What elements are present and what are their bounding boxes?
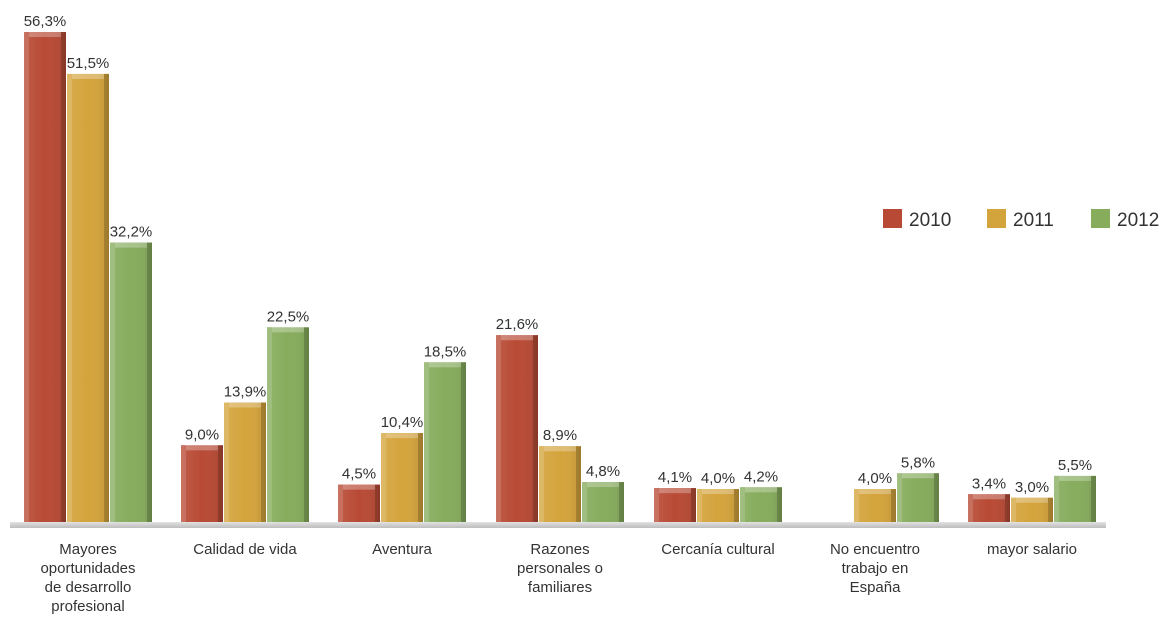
bar-2012-6 bbox=[1054, 475, 1096, 524]
bar-2011-5 bbox=[854, 489, 896, 524]
data-label-2011-3: 8,9% bbox=[543, 427, 577, 444]
legend-label-2012: 2012 bbox=[1117, 210, 1159, 231]
legend-swatch-2010 bbox=[883, 209, 902, 228]
chart-floor bbox=[10, 522, 1106, 528]
legend-label-2010: 2010 bbox=[909, 210, 951, 231]
bar-2012-1 bbox=[267, 327, 309, 524]
category-label-1: Calidad de vida bbox=[193, 541, 297, 558]
legend-item-2011: 2011 bbox=[987, 209, 1054, 231]
bar-2012-0 bbox=[110, 242, 152, 524]
bar-2012-4 bbox=[740, 487, 782, 524]
bar-2010-4 bbox=[654, 488, 696, 524]
category-label-5: No encuentro trabajo en España bbox=[830, 541, 920, 596]
data-label-2012-1: 22,5% bbox=[267, 308, 310, 325]
bar-2012-5 bbox=[897, 473, 939, 524]
legend-item-2012: 2012 bbox=[1091, 209, 1159, 231]
data-label-2010-3: 21,6% bbox=[496, 316, 539, 333]
data-label-2011-0: 51,5% bbox=[67, 55, 110, 72]
bar-2010-6 bbox=[968, 494, 1010, 524]
bar-2010-1 bbox=[181, 445, 223, 524]
category-label-2: Aventura bbox=[372, 541, 432, 558]
data-label-2010-4: 4,1% bbox=[658, 469, 692, 486]
data-label-2010-0: 56,3% bbox=[24, 13, 67, 30]
category-label-0: Mayores oportunidades de desarrollo profesi… bbox=[40, 541, 135, 615]
bar-2012-3 bbox=[582, 482, 624, 524]
legend-swatch-2011 bbox=[987, 209, 1006, 228]
bar-2011-6 bbox=[1011, 497, 1053, 524]
data-label-2012-6: 5,5% bbox=[1058, 457, 1092, 474]
labels-layer: 56,3% 51,5% 32,2% Mayores oportunidades de de… bbox=[24, 13, 1092, 615]
bar-2012-2 bbox=[424, 362, 466, 524]
data-label-2011-1: 13,9% bbox=[224, 384, 267, 401]
bar-2010-3 bbox=[496, 335, 538, 524]
data-label-2011-2: 10,4% bbox=[381, 414, 424, 431]
bar-2010-2 bbox=[338, 484, 380, 524]
bar-2011-0 bbox=[67, 73, 109, 524]
legend-item-2010: 2010 bbox=[883, 209, 951, 231]
data-label-2010-2: 4,5% bbox=[342, 466, 376, 483]
data-label-2011-5: 4,0% bbox=[858, 470, 892, 487]
category-label-6: mayor salario bbox=[987, 541, 1077, 558]
data-label-2012-0: 32,2% bbox=[110, 224, 153, 241]
data-label-2010-1: 9,0% bbox=[185, 426, 219, 443]
data-label-2012-4: 4,2% bbox=[744, 468, 778, 485]
legend-swatch-2012 bbox=[1091, 209, 1110, 228]
bar-2010-0 bbox=[24, 32, 66, 524]
data-label-2011-6: 3,0% bbox=[1015, 479, 1049, 496]
bar-2011-1 bbox=[224, 402, 266, 524]
category-label-3: Razones personales o familiares bbox=[517, 541, 603, 596]
bars-layer bbox=[24, 32, 1096, 524]
data-label-2012-2: 18,5% bbox=[424, 343, 467, 360]
bar-2011-2 bbox=[381, 433, 423, 524]
data-label-2010-6: 3,4% bbox=[972, 475, 1006, 492]
legend: 2010 2011 2012 bbox=[883, 209, 1159, 231]
data-label-2012-5: 5,8% bbox=[901, 454, 935, 471]
bar-2011-3 bbox=[539, 446, 581, 524]
category-label-4: Cercanía cultural bbox=[661, 541, 774, 558]
legend-label-2011: 2011 bbox=[1013, 210, 1054, 231]
data-label-2012-3: 4,8% bbox=[586, 463, 620, 480]
data-label-2011-4: 4,0% bbox=[701, 470, 735, 487]
bar-2011-4 bbox=[697, 489, 739, 524]
